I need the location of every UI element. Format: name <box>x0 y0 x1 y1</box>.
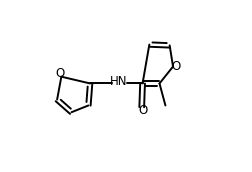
Text: HN: HN <box>110 75 127 88</box>
Text: O: O <box>55 67 64 80</box>
Text: O: O <box>138 104 147 116</box>
Text: O: O <box>171 60 180 73</box>
